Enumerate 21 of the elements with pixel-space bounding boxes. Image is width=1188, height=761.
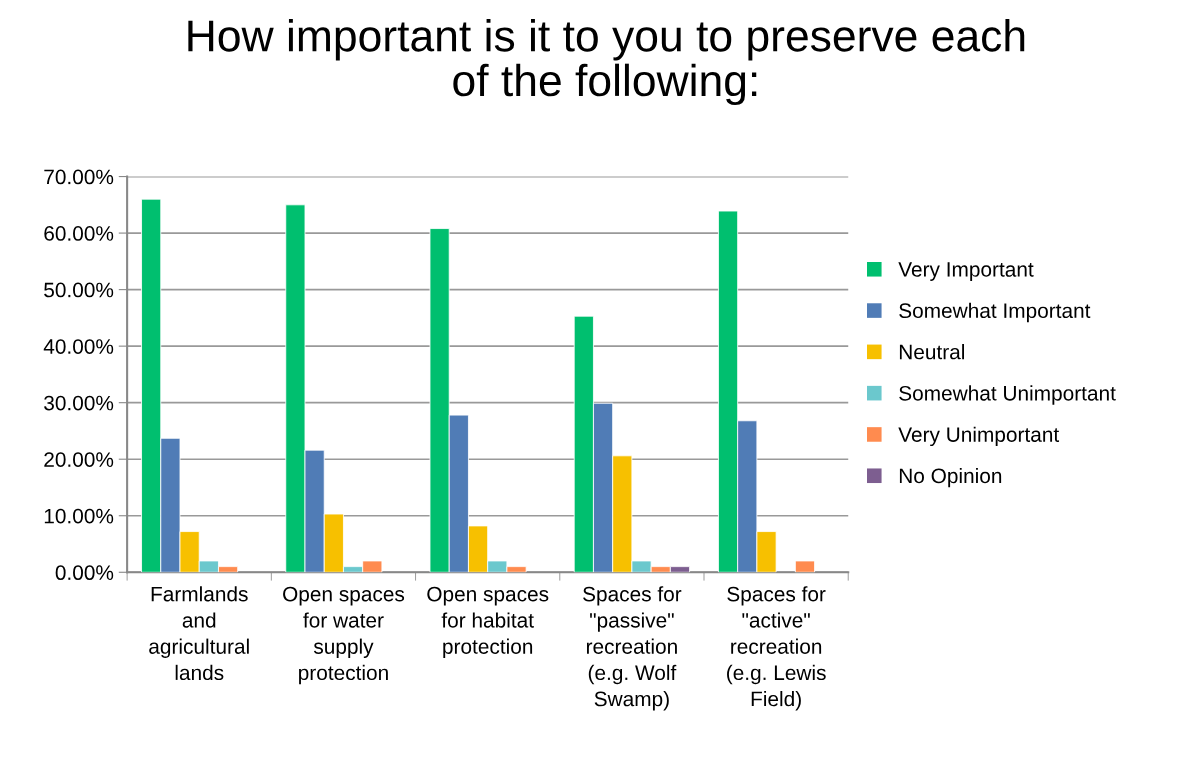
y-tick-label: 40.00%: [43, 339, 114, 354]
legend-label: No Opinion: [899, 467, 1002, 488]
bar: [794, 560, 815, 573]
y-tick-label: 0.00%: [55, 565, 114, 581]
legend-label: Somewhat Important: [899, 302, 1091, 323]
x-tick-label: Open spaces for water supply protection: [283, 586, 405, 685]
y-tick-label: 30.00%: [44, 395, 114, 411]
y-tick-label: 50.00%: [44, 282, 114, 298]
legend-label: Neutral: [899, 344, 964, 360]
y-tick-label: 10.00%: [44, 508, 114, 524]
x-tick-label: Open spaces for habitat protection: [427, 586, 549, 659]
chart-title: How important is it to you to preserve each of the following:: [188, 19, 1025, 106]
x-tick-label: Farmlands and agricultural lands: [149, 586, 249, 681]
y-tick-label: 60.00%: [44, 226, 114, 241]
x-tick-label: Spaces for "passive" recreation (e.g. Wolf Swamp): [583, 586, 682, 711]
legend-label: Very Important: [898, 262, 1034, 281]
legend-label: Very Unimportant: [898, 426, 1060, 447]
y-tick-label: 70.00%: [44, 169, 114, 185]
legend-label: Somewhat Unimportant: [899, 385, 1116, 405]
y-tick-label: 20.00%: [44, 452, 114, 467]
x-tick-label: Spaces for "active" recreation (e.g. Lewis Field): [727, 586, 826, 711]
